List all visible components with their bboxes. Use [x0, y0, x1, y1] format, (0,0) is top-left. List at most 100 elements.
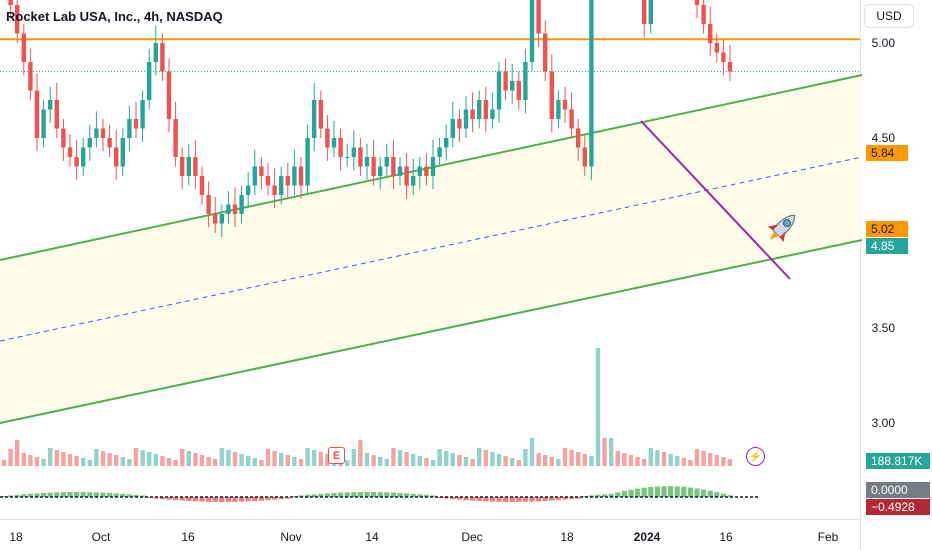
oscillator-bar [113, 493, 119, 497]
downtrend-line [640, 120, 791, 280]
oscillator-bar [245, 497, 251, 502]
candle-body [107, 138, 112, 148]
candle-body [358, 147, 363, 167]
oscillator-bar [199, 497, 205, 502]
volume-bar [424, 458, 429, 466]
oscillator-bar [628, 489, 634, 497]
oscillator-bar [179, 497, 185, 501]
volume-bar [54, 450, 59, 466]
oscillator-bar [450, 497, 456, 500]
volume-bar [708, 453, 713, 466]
volume-bar [701, 451, 706, 466]
volume-bar [721, 457, 726, 466]
currency-button[interactable]: USD [864, 4, 914, 28]
volume-bar [549, 457, 554, 466]
candle-body [239, 195, 244, 214]
oscillator-signal-badge: 0.0000 [866, 482, 930, 498]
oscillator-bar [225, 497, 231, 502]
candle-body [378, 166, 383, 176]
volume-bar [298, 459, 304, 466]
candle-body [219, 214, 224, 224]
volume-bar [661, 452, 667, 466]
earnings-e-icon[interactable]: E [328, 447, 345, 464]
oscillator-bar [140, 495, 146, 497]
candle-body [549, 71, 554, 119]
volume-bar [147, 452, 152, 466]
oscillator-bar [707, 490, 713, 497]
volume-bar [199, 455, 205, 466]
candle-body [246, 185, 251, 195]
oscillator-bar [654, 486, 660, 497]
volume-bar [516, 460, 521, 466]
oscillator-bar [615, 492, 621, 497]
candle-body [285, 176, 290, 186]
oscillator-bar [661, 486, 667, 497]
volume-bar [239, 454, 244, 466]
candle-body [457, 119, 462, 129]
channel-lower-line [0, 239, 863, 424]
volume-bar [127, 459, 132, 466]
volume-bar [272, 451, 277, 466]
volume-bar [562, 448, 568, 466]
volume-bar [444, 451, 449, 466]
oscillator-bar [74, 492, 80, 497]
oscillator-bar [621, 490, 627, 497]
volume-bar [615, 451, 620, 466]
channel-midline [0, 156, 863, 342]
oscillator-bar [357, 492, 363, 497]
candle-body [166, 71, 172, 119]
oscillator-bar [239, 497, 245, 502]
volume-bar [305, 448, 310, 466]
volume-bar [483, 450, 488, 466]
volume-bar [543, 455, 548, 466]
volume-bar [457, 455, 462, 466]
lightning-alert-icon[interactable]: ⚡ [746, 447, 765, 466]
oscillator-bar [133, 494, 139, 497]
volume-bar [576, 452, 581, 466]
volume-bar [8, 449, 13, 466]
oscillator-bar [54, 492, 60, 497]
channel-fill [0, 75, 862, 423]
candle-body [74, 157, 79, 167]
candle-body [81, 147, 86, 167]
volume-bar [589, 456, 594, 466]
candle-body [371, 157, 376, 176]
oscillator-bar [694, 488, 700, 497]
candle-body [338, 138, 343, 157]
oscillator-bar [503, 497, 509, 502]
oscillator-bar [390, 492, 396, 497]
oscillator-bar [575, 497, 581, 499]
candle-body [199, 176, 205, 195]
time-tick-label: 16 [181, 530, 195, 544]
oscillator-bar [470, 497, 476, 501]
volume-bar [404, 452, 409, 466]
volume-bar [595, 348, 601, 466]
oscillator-bar [265, 497, 271, 501]
oscillator-bar [186, 497, 192, 502]
volume-bar [378, 457, 383, 466]
candle-body [437, 147, 442, 157]
volume-bar [503, 456, 508, 466]
oscillator-bar [562, 497, 568, 500]
volume-bar [510, 458, 515, 466]
candle-body [265, 176, 271, 186]
candle-body [34, 90, 40, 138]
candle-body [417, 166, 422, 176]
time-tick-label: Dec [461, 530, 483, 544]
symbol-title[interactable]: Rocket Lab USA, Inc., 4h, NASDAQ [6, 9, 223, 24]
oscillator-bar [338, 492, 344, 497]
candle-body [463, 109, 469, 129]
candle-body [279, 176, 284, 195]
candle-body [648, 0, 653, 24]
oscillator-bar [285, 497, 291, 499]
time-tick-label: 18 [560, 530, 574, 544]
price-tick-label: 4.50 [871, 131, 895, 145]
volume-bar [160, 456, 165, 466]
volume-bar [384, 459, 389, 466]
candle-body [727, 62, 733, 72]
candle-body [173, 119, 178, 157]
candle-body [226, 204, 231, 214]
candle-body [153, 43, 158, 62]
volume-bar [246, 456, 251, 466]
